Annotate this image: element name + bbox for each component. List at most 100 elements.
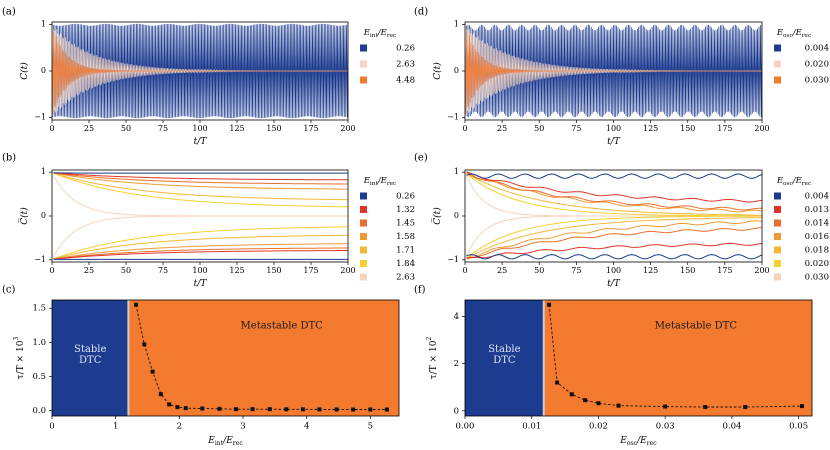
x-tick-label: 0	[49, 124, 54, 133]
series-line-1.58-lower	[53, 243, 348, 260]
x-tick-label: 75	[571, 266, 581, 275]
legend-entry: 1.71	[396, 246, 415, 256]
x-axis-label: t/T	[607, 279, 621, 289]
x-tick-label: 25	[84, 266, 94, 275]
x-tick-label: 100	[192, 266, 207, 275]
series-line-1.71-lower	[53, 234, 348, 260]
x-tick-label: 200	[754, 124, 769, 133]
series-line-1.45-upper	[53, 172, 348, 185]
legend-entry: 4.48	[396, 76, 415, 86]
metastable-region-label: Metastable DTC	[241, 321, 324, 332]
legend-entry: 0.030	[805, 273, 829, 283]
series-line-0.020-upper	[466, 173, 762, 217]
data-point	[142, 342, 147, 347]
x-tick-label: 50	[121, 124, 131, 133]
data-point	[134, 302, 139, 307]
series-line-0.020-lower	[466, 215, 762, 259]
data-point	[267, 407, 272, 412]
legend-swatch	[360, 246, 367, 254]
x-tick-label: 175	[303, 124, 318, 133]
x-tick-label: 25	[497, 124, 507, 133]
panel-label: (b)	[2, 153, 16, 164]
y-tick-label: 0	[454, 66, 459, 75]
x-tick-label: 150	[266, 124, 281, 133]
series-line-0.030	[465, 24, 762, 115]
legend-entry: 1.45	[396, 219, 415, 229]
data-point	[300, 407, 305, 412]
legend-swatch	[774, 233, 781, 240]
data-point	[799, 404, 804, 409]
legend-swatch	[360, 206, 367, 213]
legend-swatch	[774, 219, 781, 227]
legend-swatch	[774, 206, 781, 213]
legend-entry: 2.63	[396, 60, 415, 70]
data-point	[158, 392, 163, 397]
x-tick-label: 0.03	[656, 422, 675, 432]
y-tick-label: −1	[34, 255, 46, 264]
data-point	[167, 402, 172, 407]
x-tick-label: 125	[229, 124, 244, 133]
x-tick-label: 200	[754, 266, 769, 275]
panel-label: (c)	[2, 285, 16, 296]
legend-swatch	[774, 44, 781, 52]
panel-c: (c) Stable DTC Metastable DTC 0 1 2 3 4 5 0.0 0.5 1.…	[2, 285, 400, 447]
series-line-1.84-lower	[53, 226, 348, 260]
data-point	[596, 401, 601, 406]
x-tick-label: 0.05	[789, 422, 808, 432]
y-tick-label: 0	[41, 66, 46, 75]
plot-area	[52, 23, 348, 119]
series-line-1.71-upper	[53, 172, 348, 201]
legend-entry: 1.32	[396, 205, 415, 215]
x-tick-label: 4	[304, 422, 309, 432]
legend-title: Eosc​/Erec​	[776, 176, 811, 187]
legend-entry: 1.84	[396, 259, 415, 269]
x-tick-label: 125	[643, 266, 658, 275]
y-tick-label: 2	[454, 359, 459, 369]
x-tick-label: 175	[303, 266, 318, 275]
x-tick-label: 0	[49, 422, 54, 432]
y-tick-label: 0	[454, 406, 459, 416]
metastable-region	[128, 300, 399, 416]
x-tick-label: 0	[49, 266, 54, 275]
series-line-4.48	[52, 24, 348, 115]
x-tick-label: 0.01	[522, 422, 541, 432]
legend-swatch	[360, 44, 367, 52]
panel-label: (a)	[2, 7, 16, 18]
x-tick-label: 100	[606, 266, 621, 275]
y-tick-label: 0	[41, 211, 46, 220]
data-point	[616, 403, 621, 408]
legend-entry: 0.26	[396, 44, 415, 54]
y-tick-label: 1.0	[32, 338, 46, 348]
data-point	[250, 407, 255, 412]
x-axis-label: Eint​/Erec​	[207, 436, 243, 447]
series-line-0.016-lower	[466, 220, 762, 260]
panel-a: (a)0 25 50 75 100 125 150 175 20010−1t/TC(t)Eint…	[2, 7, 415, 147]
legend-entry: 0.013	[805, 205, 829, 215]
x-tick-label: 75	[571, 124, 581, 133]
series-line-0.016-upper	[466, 172, 762, 213]
data-point	[217, 406, 222, 411]
data-point	[200, 406, 205, 411]
panel-label: (f)	[414, 285, 426, 296]
legend: Eosc​/Erec​ 0.004 0.013 0.014 0.016 0.018 0.02…	[774, 176, 829, 283]
legend-entry: 0.016	[805, 232, 829, 242]
series-line-0.26	[52, 23, 348, 119]
y-tick-label: 4	[454, 312, 459, 322]
x-tick-label: 100	[606, 124, 621, 133]
x-axis-label: t/T	[607, 137, 621, 147]
series-line-0.014-lower	[466, 227, 762, 259]
x-tick-label: 175	[717, 124, 732, 133]
data-point	[351, 407, 356, 412]
y-tick-label: 1	[454, 19, 459, 28]
plot-area	[53, 172, 348, 260]
x-tick-label: 0.04	[722, 422, 741, 432]
data-point	[555, 380, 560, 385]
x-axis-label: t/T	[194, 279, 208, 289]
x-tick-label: 50	[121, 266, 131, 275]
legend-entry: 0.26	[396, 192, 415, 202]
stable-region-label: Stable DTC	[74, 344, 106, 366]
series-line-0.004-lower	[466, 254, 762, 260]
x-tick-label: 125	[643, 124, 658, 133]
legend-entry: 2.63	[396, 273, 415, 283]
